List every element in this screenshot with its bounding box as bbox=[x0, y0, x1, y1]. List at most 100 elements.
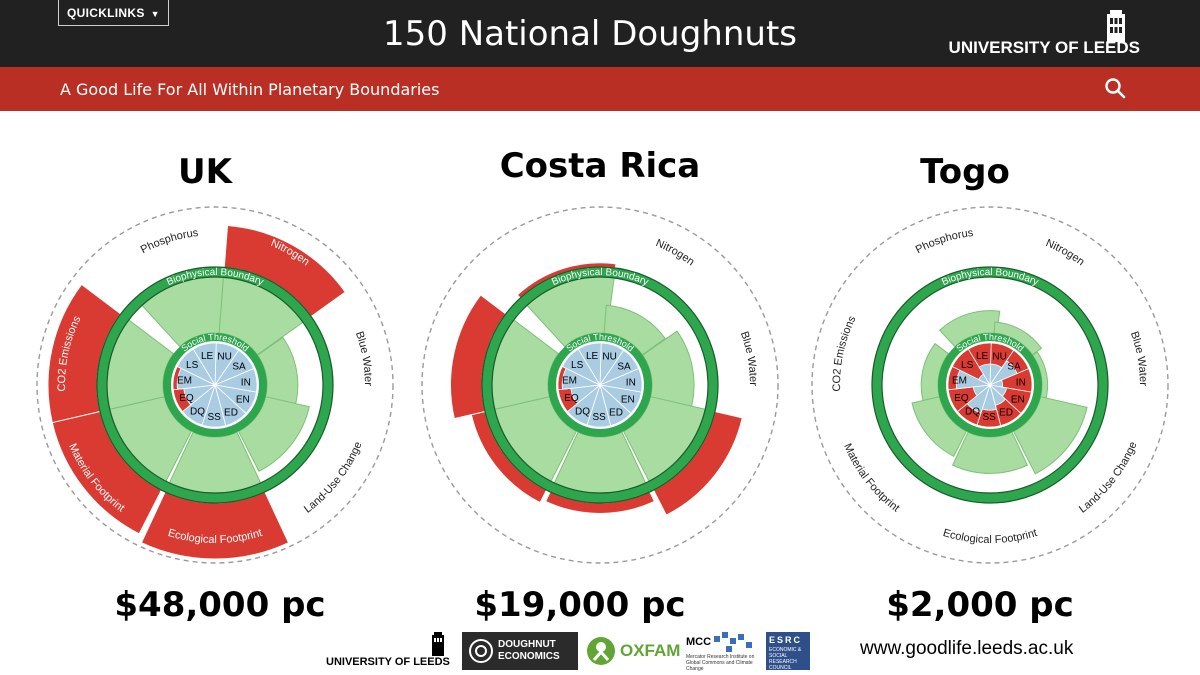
social-code-label: LS bbox=[571, 360, 584, 371]
search-icon[interactable] bbox=[1104, 77, 1126, 99]
partner-leeds-text: UNIVERSITY OF LEEDS bbox=[326, 656, 450, 668]
outer-dashed-ring bbox=[36, 206, 394, 564]
quicklinks-label: QUICKLINKS bbox=[67, 6, 145, 20]
social-code-label: SS bbox=[982, 412, 996, 423]
social-code-label: ED bbox=[224, 408, 238, 419]
boundary-outline bbox=[106, 276, 324, 494]
social-code-label: LE bbox=[201, 351, 214, 362]
social-code-label: DQ bbox=[575, 407, 590, 418]
social-code-label: NU bbox=[217, 352, 231, 363]
social-threshold-ring bbox=[548, 333, 652, 437]
partner-esrc-subtitle: ECONOMIC & SOCIAL RESEARCH COUNCIL bbox=[769, 647, 802, 671]
boundary-outline bbox=[871, 266, 1109, 504]
university-logo-text: UNIVERSITY OF LEEDS bbox=[948, 38, 1140, 57]
social-code-label: EM bbox=[952, 376, 967, 387]
social-code-label: EM bbox=[562, 376, 577, 387]
top-header-bar: QUICKLINKS ▼ 150 National Doughnuts UNIVE… bbox=[0, 0, 1200, 67]
indicator-label: Blue Water bbox=[353, 330, 374, 386]
social-code-label: EN bbox=[236, 395, 250, 406]
social-threshold-ring bbox=[163, 333, 267, 437]
social-code-label: NU bbox=[992, 352, 1006, 363]
outer-dashed-ring bbox=[811, 206, 1169, 564]
indicator-label: Material Footprint bbox=[841, 442, 901, 515]
boundary-outline bbox=[96, 266, 334, 504]
partner-logo-leeds: UNIVERSITY OF LEEDS bbox=[326, 632, 454, 670]
website-link[interactable]: www.goodlife.leeds.ac.uk bbox=[860, 638, 1074, 659]
partner-logo-mcc: MCC Mercator Research Institute on Globa… bbox=[686, 632, 760, 672]
boundary-outline bbox=[881, 276, 1099, 494]
social-code-label: SA bbox=[232, 361, 246, 372]
social-code-label: ED bbox=[609, 408, 623, 419]
biophysical-boundary-label: Biophysical Boundary bbox=[940, 267, 1040, 288]
partner-doughnut-text: DOUGHNUT ECONOMICS bbox=[498, 639, 560, 662]
social-code-label: DQ bbox=[190, 407, 205, 418]
partner-logo-oxfam: OXFAM bbox=[586, 634, 682, 668]
tagline: A Good Life For All Within Planetary Bou… bbox=[60, 80, 440, 99]
social-threshold-ring bbox=[938, 333, 1042, 437]
indicator-label: Phosphorus bbox=[524, 227, 585, 256]
oxfam-logo-icon bbox=[587, 637, 615, 665]
indicator-label: Blue Water bbox=[738, 330, 759, 386]
social-code-label: EQ bbox=[179, 393, 194, 404]
partner-mcc-subtitle: Mercator Research Institute on Global Co… bbox=[686, 654, 755, 672]
biophysical-boundary-ring bbox=[872, 267, 1108, 503]
indicator-label: Phosphorus bbox=[139, 227, 200, 256]
social-code-label: EN bbox=[621, 395, 635, 406]
social-code-label: IN bbox=[1016, 377, 1026, 388]
social-code-label: ED bbox=[999, 408, 1013, 419]
mcc-logo-icon bbox=[714, 632, 752, 652]
social-code-label: IN bbox=[626, 377, 636, 388]
country-title-uk: UK bbox=[178, 152, 232, 192]
caret-down-icon: ▼ bbox=[150, 9, 160, 19]
indicator-label: Nitrogen bbox=[654, 237, 697, 268]
partner-logo-doughnut-economics: DOUGHNUT ECONOMICS bbox=[462, 632, 578, 670]
tower-logo-icon bbox=[1107, 10, 1125, 42]
partner-oxfam-text: OXFAM bbox=[620, 641, 681, 660]
social-wedge bbox=[577, 342, 602, 387]
income-costa-rica: $19,000 pc bbox=[474, 585, 686, 625]
tower-logo-icon bbox=[432, 632, 444, 656]
indicator-label: Phosphorus bbox=[914, 227, 975, 256]
social-code-label: IN bbox=[241, 377, 251, 388]
indicator-label: Ecological Footprint bbox=[551, 527, 648, 546]
social-code-label: SS bbox=[207, 412, 221, 423]
social-code-label: LS bbox=[961, 360, 974, 371]
doughnut-logo-icon bbox=[469, 639, 493, 663]
social-wedge bbox=[192, 342, 217, 387]
social-code-label: SS bbox=[592, 412, 606, 423]
social-code-label: LS bbox=[186, 360, 199, 371]
social-code-label: SA bbox=[617, 361, 631, 372]
social-code-label: EQ bbox=[564, 393, 579, 404]
social-code-label: EN bbox=[1011, 395, 1025, 406]
outer-dashed-ring bbox=[421, 206, 779, 564]
indicator-label: Ecological Footprint bbox=[941, 527, 1038, 546]
boundary-outline bbox=[491, 276, 709, 494]
country-title-togo: Togo bbox=[920, 152, 1010, 192]
biophysical-boundary-ring bbox=[97, 267, 333, 503]
social-code-label: NU bbox=[602, 352, 616, 363]
indicator-label: CO2 Emissions bbox=[831, 314, 859, 392]
social-code-label: DQ bbox=[965, 407, 980, 418]
biophysical-wedge bbox=[603, 304, 666, 356]
biophysical-wedge bbox=[951, 431, 1029, 474]
indicator-label: Nitrogen bbox=[1044, 237, 1087, 268]
social-code-label: LE bbox=[586, 351, 599, 362]
country-title-costa-rica: Costa Rica bbox=[499, 146, 701, 186]
social-code-label: EM bbox=[177, 376, 192, 387]
social-code-label: LE bbox=[976, 351, 989, 362]
social-code-label: EQ bbox=[954, 393, 969, 404]
partner-logo-esrc: ESRC ECONOMIC & SOCIAL RESEARCH COUNCIL bbox=[766, 632, 810, 671]
page-title: 150 National Doughnuts bbox=[383, 14, 797, 54]
income-togo: $2,000 pc bbox=[886, 585, 1074, 625]
boundary-outline bbox=[481, 266, 719, 504]
indicator-label: Blue Water bbox=[1128, 330, 1149, 386]
social-code-label: SA bbox=[1007, 361, 1021, 372]
university-logo[interactable]: UNIVERSITY OF LEEDS bbox=[949, 8, 1140, 64]
biophysical-boundary-ring bbox=[482, 267, 718, 503]
partner-esrc-text: ESRC bbox=[769, 635, 803, 645]
partner-mcc-text: MCC bbox=[686, 636, 712, 648]
quicklinks-dropdown[interactable]: QUICKLINKS ▼ bbox=[58, 0, 169, 26]
